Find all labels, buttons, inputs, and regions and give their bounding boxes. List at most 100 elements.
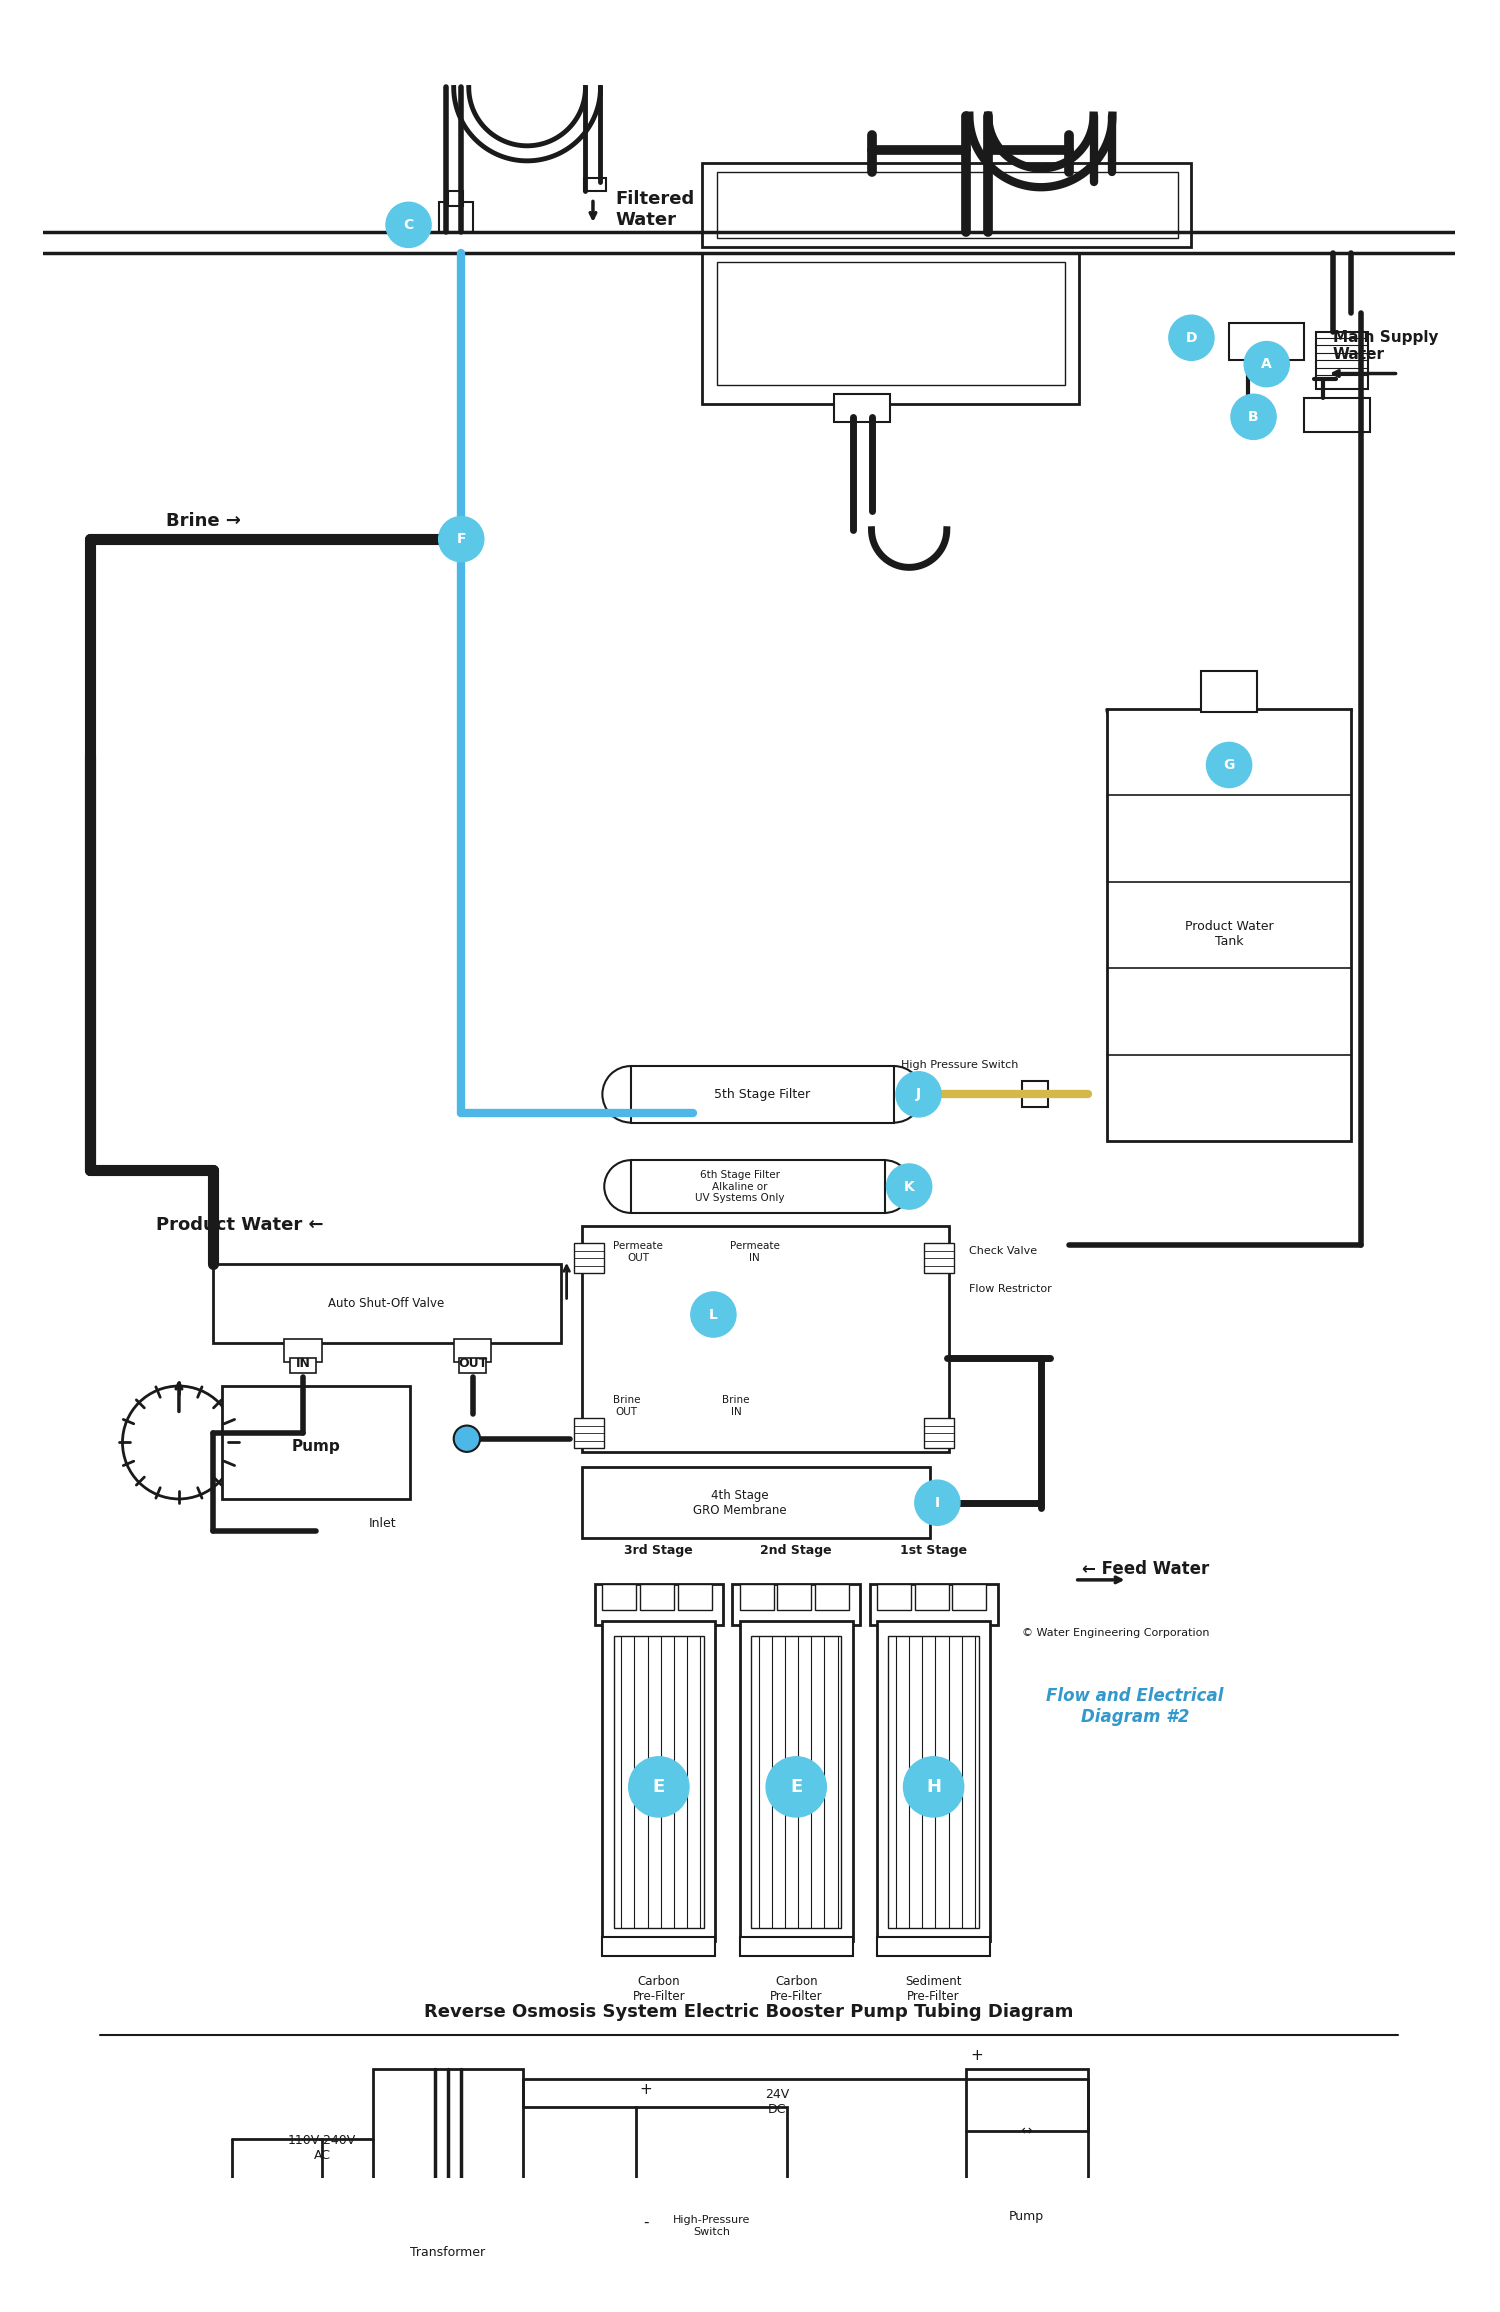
Circle shape xyxy=(386,201,430,247)
Text: J: J xyxy=(916,1087,921,1101)
Circle shape xyxy=(766,1757,826,1817)
Text: E: E xyxy=(652,1778,664,1796)
Text: 24V
DC: 24V DC xyxy=(765,2088,789,2115)
Circle shape xyxy=(123,1385,236,1498)
Text: Main Supply
Water: Main Supply Water xyxy=(1332,331,1438,363)
Circle shape xyxy=(988,2095,1064,2169)
Text: Permeate
OUT: Permeate OUT xyxy=(614,1242,663,1262)
Text: Pump: Pump xyxy=(1008,2210,1044,2222)
Bar xyxy=(603,1584,636,1609)
Text: 4th Stage
GRO Membrane: 4th Stage GRO Membrane xyxy=(693,1489,786,1517)
Text: Permeate
IN: Permeate IN xyxy=(730,1242,780,1262)
Text: Brine
IN: Brine IN xyxy=(723,1396,750,1417)
Text: I: I xyxy=(934,1496,940,1510)
Bar xyxy=(870,1584,998,1625)
Bar xyxy=(966,2069,1088,2192)
Text: Carbon
Pre-Filter: Carbon Pre-Filter xyxy=(770,1974,822,2002)
Bar xyxy=(448,192,464,206)
Text: Product Water ←: Product Water ← xyxy=(156,1216,324,1235)
Bar xyxy=(603,1937,715,1956)
Text: Reverse Osmosis System Electric Booster Pump Tubing Diagram: Reverse Osmosis System Electric Booster … xyxy=(424,2002,1074,2021)
Bar xyxy=(630,1161,885,1214)
Bar xyxy=(285,1339,322,1362)
Text: OUT: OUT xyxy=(458,1357,488,1371)
Text: Check Valve: Check Valve xyxy=(969,1246,1038,1255)
Bar xyxy=(1107,707,1352,1142)
Circle shape xyxy=(1168,314,1214,361)
Bar xyxy=(702,252,1078,405)
Bar xyxy=(574,1244,604,1274)
Bar xyxy=(888,1637,980,1928)
Bar xyxy=(582,1225,948,1452)
Text: -: - xyxy=(644,2215,648,2231)
Bar xyxy=(740,1621,852,1942)
Bar xyxy=(1305,398,1370,432)
Bar xyxy=(777,1584,812,1609)
Text: A: A xyxy=(1262,356,1272,372)
Bar xyxy=(834,395,891,423)
Text: D: D xyxy=(1185,331,1197,344)
Text: K: K xyxy=(904,1179,915,1193)
Text: B: B xyxy=(1248,409,1258,423)
Text: High Pressure Switch: High Pressure Switch xyxy=(902,1059,1019,1070)
Bar xyxy=(574,1417,604,1447)
Text: Product Water
Tank: Product Water Tank xyxy=(1185,920,1274,948)
Text: Carbon
Pre-Filter: Carbon Pre-Filter xyxy=(633,1974,686,2002)
Text: +: + xyxy=(970,2048,984,2062)
Circle shape xyxy=(438,516,485,562)
Bar xyxy=(915,1584,948,1609)
Bar xyxy=(717,171,1179,238)
Bar xyxy=(603,1621,715,1942)
Text: F: F xyxy=(456,532,466,546)
Bar xyxy=(702,162,1191,247)
Circle shape xyxy=(1206,742,1251,788)
Bar xyxy=(924,1417,954,1447)
Text: Auto Shut-Off Valve: Auto Shut-Off Valve xyxy=(328,1297,444,1309)
Bar xyxy=(678,1584,711,1609)
Bar xyxy=(1022,1082,1048,1107)
Circle shape xyxy=(915,1480,960,1526)
Text: G: G xyxy=(1224,758,1234,772)
Text: +: + xyxy=(639,2081,652,2097)
Bar xyxy=(584,178,606,192)
Bar xyxy=(732,1584,860,1625)
Text: IN: IN xyxy=(296,1357,310,1371)
Text: C: C xyxy=(404,217,414,231)
Text: Transformer: Transformer xyxy=(411,2245,486,2259)
Bar xyxy=(740,1937,852,1956)
Text: E: E xyxy=(790,1778,802,1796)
Circle shape xyxy=(903,1757,963,1817)
Bar xyxy=(815,1584,849,1609)
Bar xyxy=(438,201,472,234)
Text: © Water Engineering Corporation: © Water Engineering Corporation xyxy=(1023,1628,1210,1639)
Text: 6th Stage Filter
Alkaline or
UV Systems Only: 6th Stage Filter Alkaline or UV Systems … xyxy=(694,1170,784,1202)
Bar xyxy=(374,2069,524,2229)
Bar xyxy=(614,1637,704,1928)
Text: 3rd Stage: 3rd Stage xyxy=(624,1544,693,1556)
Bar xyxy=(630,1066,894,1124)
Bar xyxy=(640,1584,674,1609)
Bar xyxy=(752,1637,842,1928)
Bar xyxy=(290,1357,316,1373)
Text: Filtered
Water: Filtered Water xyxy=(615,190,695,229)
Circle shape xyxy=(886,1163,932,1209)
Text: 2nd Stage: 2nd Stage xyxy=(760,1544,832,1556)
Text: Brine
OUT: Brine OUT xyxy=(614,1396,640,1417)
Bar xyxy=(213,1265,561,1343)
Circle shape xyxy=(453,1427,480,1452)
Bar xyxy=(453,1339,492,1362)
Bar xyxy=(1090,164,1120,183)
Bar xyxy=(636,2106,788,2210)
Circle shape xyxy=(628,1757,688,1817)
Text: L: L xyxy=(710,1309,718,1322)
Bar xyxy=(878,1584,910,1609)
Circle shape xyxy=(1244,342,1290,386)
Bar xyxy=(878,1621,990,1942)
Text: Sediment
Pre-Filter: Sediment Pre-Filter xyxy=(906,1974,962,2002)
Circle shape xyxy=(1232,395,1276,439)
Text: 110V-240V
AC: 110V-240V AC xyxy=(288,2134,356,2162)
Text: H: H xyxy=(926,1778,940,1796)
Bar xyxy=(740,1584,774,1609)
Bar xyxy=(1316,333,1368,388)
Circle shape xyxy=(896,1073,940,1117)
